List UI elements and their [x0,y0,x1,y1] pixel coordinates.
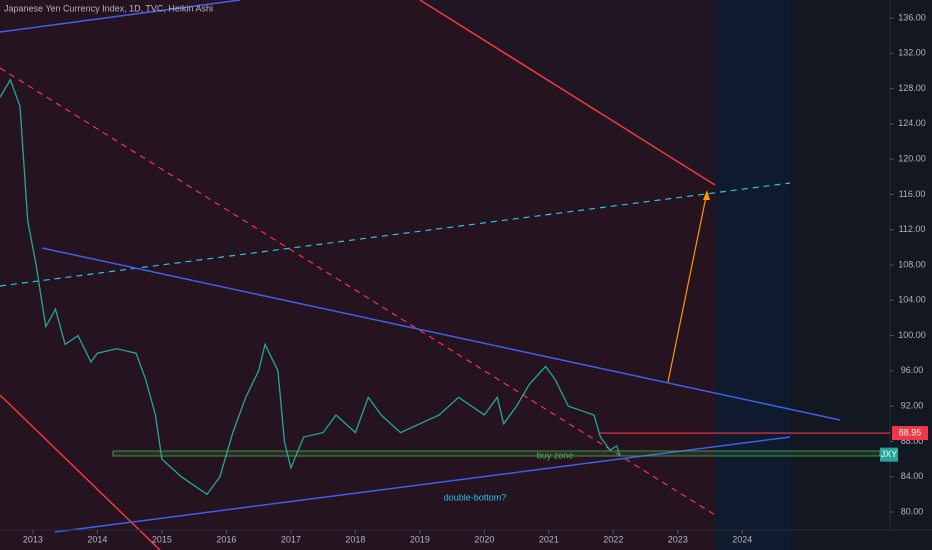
x-tick-label: 2017 [281,534,301,544]
dashed-target-line [0,182,791,287]
x-tick-label: 2018 [345,534,365,544]
x-tick-label: 2020 [474,534,494,544]
y-tick-label: 136.00 [898,12,926,22]
shaded-region [0,0,715,550]
support-line [54,436,791,533]
y-tick-label: 120.00 [898,154,926,164]
y-tick-label: 108.00 [898,259,926,269]
x-tick-label: 2013 [23,534,43,544]
y-tick-label: 96.00 [901,365,924,375]
resistance-line [41,247,841,421]
x-tick-label: 2014 [87,534,107,544]
symbol-tag [880,447,898,462]
x-tick-label: 2022 [603,534,623,544]
y-tick-label: 84.00 [901,471,924,481]
x-tick-label: 2023 [668,534,688,544]
annotation: buy zone [537,450,574,460]
y-tick-label: 88.00 [901,436,924,446]
channel-line [419,0,716,186]
y-tick-label: 100.00 [898,330,926,340]
buy-zone [112,450,881,457]
x-tick-label: 2024 [732,534,752,544]
channel-line [0,394,161,550]
x-tick-label: 2019 [410,534,430,544]
y-tick-label: 132.00 [898,48,926,58]
x-tick-label: 2015 [152,534,172,544]
y-tick-label: 124.00 [898,118,926,128]
x-tick-label: 2021 [539,534,559,544]
dashed-mid-line [0,67,716,516]
annotation: double-bottom? [444,492,507,502]
y-tick-label: 128.00 [898,83,926,93]
y-tick-label: 116.00 [899,189,926,199]
last-price-label: 88.95 [899,427,922,437]
chart-title: Japanese Yen Currency Index, 1D, TVC, He… [4,3,213,13]
y-tick-label: 104.00 [898,295,926,305]
y-tick-label: 92.00 [901,401,924,411]
y-tick-label: 80.00 [901,506,924,516]
x-tick-label: 2016 [216,534,236,544]
last-price-tag [892,426,928,441]
arrow [667,191,708,383]
price-line [0,78,621,496]
arrow-head [703,190,710,200]
trend-line [0,0,241,33]
y-tick-label: 112.00 [899,224,926,234]
symbol-label: JXY [881,449,898,459]
forecast-region [715,0,790,550]
